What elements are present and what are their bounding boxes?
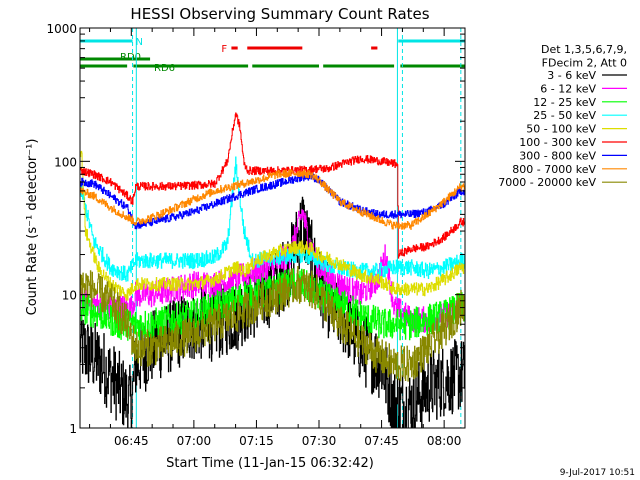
legend-label: 300 - 800 keV — [519, 149, 596, 162]
series-lines — [80, 112, 465, 428]
x-tick-label: 08:00 — [427, 434, 462, 448]
x-axis-label: Start Time (11-Jan-15 06:32:42) — [166, 456, 374, 471]
date-stamp: 9-Jul-2017 10:51 — [560, 468, 635, 478]
flag-f-label: F — [221, 44, 227, 55]
flag-rd6-label: RD6 — [154, 63, 175, 74]
legend-label: 25 - 50 keV — [533, 109, 596, 122]
series-line-5 — [80, 150, 465, 301]
flag-bars: N F RD0 RD6 — [80, 37, 465, 74]
chart-title: HESSI Observing Summary Count Rates — [130, 5, 429, 23]
y-tick-label: 1 — [69, 422, 77, 436]
series-line-8 — [80, 169, 465, 230]
flag-n-label: N — [136, 37, 143, 48]
plot-frame — [79, 27, 466, 429]
legend-label: 50 - 100 keV — [526, 123, 596, 136]
legend-header-line: FDecim 2, Att 0 — [542, 57, 627, 70]
legend-label: 7000 - 20000 keV — [498, 176, 596, 189]
y-tick-label: 1000 — [46, 22, 77, 36]
legend-label: 3 - 6 keV — [547, 69, 596, 82]
legend: Det 1,3,5,6,7,9,FDecim 2, Att 03 - 6 keV… — [498, 43, 627, 189]
series-line-9 — [80, 266, 465, 382]
flag-rd0-label: RD0 — [120, 52, 141, 63]
x-tick-label: 07:45 — [364, 434, 399, 448]
y-axis-label: Count Rate (s⁻¹ detector⁻¹) — [25, 139, 40, 316]
series-line-6 — [80, 112, 465, 259]
legend-label: 12 - 25 keV — [533, 96, 596, 109]
x-tick-label: 07:00 — [177, 434, 212, 448]
legend-label: 100 - 300 keV — [519, 136, 596, 149]
y-tick-label: 100 — [54, 155, 77, 169]
legend-label: 6 - 12 keV — [540, 82, 596, 95]
x-tick-label: 07:30 — [302, 434, 337, 448]
series-line-7 — [80, 172, 465, 230]
legend-label: 800 - 7000 keV — [512, 163, 596, 176]
axes: 06:45 07:00 07:15 07:30 07:45 08:00 1 10 100 1000 — [46, 22, 466, 448]
legend-header-line: Det 1,3,5,6,7,9, — [541, 43, 627, 56]
y-tick-label: 10 — [62, 289, 77, 303]
x-tick-label: 07:15 — [239, 434, 274, 448]
x-tick-label: 06:45 — [114, 434, 149, 448]
